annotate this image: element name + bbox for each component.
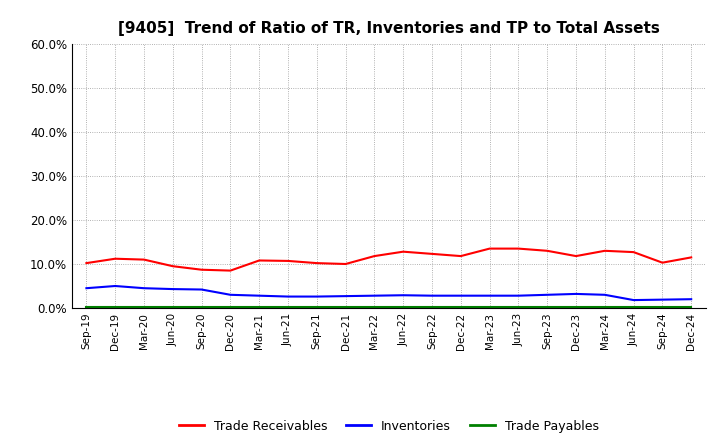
Trade Receivables — [226, 268, 235, 273]
Inventories — [600, 292, 609, 297]
Inventories — [312, 294, 321, 299]
Inventories — [399, 293, 408, 298]
Inventories — [255, 293, 264, 298]
Trade Payables — [111, 304, 120, 309]
Trade Receivables — [543, 248, 552, 253]
Trade Payables — [687, 304, 696, 309]
Trade Payables — [399, 304, 408, 309]
Inventories — [168, 286, 177, 292]
Trade Payables — [312, 304, 321, 309]
Trade Payables — [168, 304, 177, 309]
Legend: Trade Receivables, Inventories, Trade Payables: Trade Receivables, Inventories, Trade Pa… — [174, 414, 604, 437]
Trade Payables — [82, 304, 91, 309]
Trade Payables — [197, 304, 206, 309]
Trade Receivables — [168, 264, 177, 269]
Trade Receivables — [572, 253, 580, 259]
Trade Receivables — [255, 258, 264, 263]
Trade Receivables — [370, 253, 379, 259]
Inventories — [284, 294, 292, 299]
Inventories — [543, 292, 552, 297]
Trade Payables — [226, 304, 235, 309]
Trade Payables — [543, 304, 552, 309]
Trade Payables — [370, 304, 379, 309]
Trade Receivables — [485, 246, 494, 251]
Trade Payables — [456, 304, 465, 309]
Trade Receivables — [629, 249, 638, 255]
Trade Receivables — [514, 246, 523, 251]
Inventories — [456, 293, 465, 298]
Trade Receivables — [312, 260, 321, 266]
Trade Payables — [284, 304, 292, 309]
Inventories — [428, 293, 436, 298]
Title: [9405]  Trend of Ratio of TR, Inventories and TP to Total Assets: [9405] Trend of Ratio of TR, Inventories… — [118, 21, 660, 36]
Trade Payables — [255, 304, 264, 309]
Inventories — [111, 283, 120, 289]
Inventories — [197, 287, 206, 292]
Inventories — [572, 291, 580, 297]
Trade Payables — [514, 304, 523, 309]
Inventories — [485, 293, 494, 298]
Inventories — [140, 286, 148, 291]
Trade Payables — [428, 304, 436, 309]
Inventories — [226, 292, 235, 297]
Trade Payables — [140, 304, 148, 309]
Trade Receivables — [399, 249, 408, 254]
Inventories — [658, 297, 667, 302]
Inventories — [687, 297, 696, 302]
Trade Receivables — [140, 257, 148, 262]
Trade Receivables — [197, 267, 206, 272]
Line: Inventories: Inventories — [86, 286, 691, 300]
Trade Payables — [629, 304, 638, 309]
Trade Receivables — [600, 248, 609, 253]
Trade Payables — [572, 304, 580, 309]
Trade Receivables — [341, 261, 350, 267]
Inventories — [514, 293, 523, 298]
Trade Receivables — [111, 256, 120, 261]
Inventories — [629, 297, 638, 303]
Trade Receivables — [428, 251, 436, 257]
Trade Payables — [600, 304, 609, 309]
Trade Receivables — [456, 253, 465, 259]
Line: Trade Receivables: Trade Receivables — [86, 249, 691, 271]
Trade Receivables — [82, 260, 91, 266]
Trade Receivables — [658, 260, 667, 265]
Inventories — [82, 286, 91, 291]
Inventories — [370, 293, 379, 298]
Trade Receivables — [687, 255, 696, 260]
Trade Receivables — [284, 258, 292, 264]
Trade Payables — [658, 304, 667, 309]
Trade Payables — [485, 304, 494, 309]
Trade Payables — [341, 304, 350, 309]
Inventories — [341, 293, 350, 299]
